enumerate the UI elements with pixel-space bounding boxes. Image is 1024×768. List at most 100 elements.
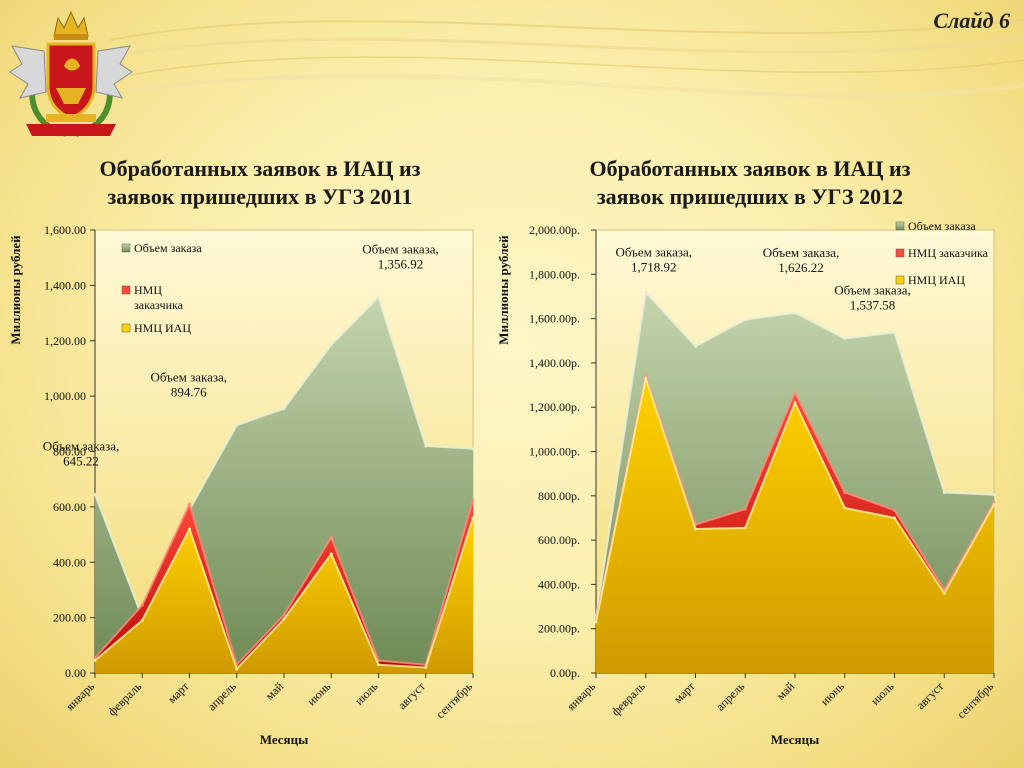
- y-tick-label: 600.00: [53, 500, 86, 514]
- x-tick-label: февраль: [609, 679, 649, 719]
- data-point: [424, 444, 428, 448]
- y-tick-label: 2,000.00р.: [529, 223, 580, 237]
- data-point: [471, 498, 475, 502]
- coat-of-arms-icon: [9, 10, 133, 137]
- data-point: [992, 500, 996, 504]
- x-tick-label: апрель: [713, 679, 748, 714]
- x-tick-label: январь: [564, 679, 598, 713]
- data-label-value: 1,537.58: [850, 297, 896, 312]
- data-point: [471, 447, 475, 451]
- data-label: Объем заказа,: [615, 244, 692, 259]
- data-point: [424, 665, 428, 669]
- data-point: [694, 527, 697, 531]
- data-point: [893, 516, 896, 520]
- y-tick-label: 1,400.00р.: [529, 356, 580, 370]
- data-label: Объем заказа,: [362, 241, 439, 256]
- y-tick-label: 1,200.00: [44, 334, 86, 348]
- legend-item-customer-nmc-swatch: [121, 285, 131, 295]
- data-point: [992, 503, 996, 507]
- x-tick-label: июнь: [818, 679, 848, 709]
- data-point: [282, 407, 286, 411]
- data-point: [893, 508, 896, 512]
- data-label-value: 1,626.22: [778, 260, 824, 275]
- x-axis-title: Месяцы: [260, 732, 308, 747]
- legend-item-iac-nmc-swatch: [121, 323, 131, 333]
- data-point: [843, 337, 847, 341]
- legend-item-iac-nmc: НМЦ ИАЦ: [134, 321, 191, 335]
- data-point: [282, 617, 286, 621]
- y-tick-label: 400.00р.: [538, 577, 580, 591]
- data-label-value: 1,718.92: [631, 259, 677, 274]
- data-point: [282, 613, 286, 617]
- data-point: [93, 656, 97, 660]
- data-point: [471, 516, 475, 520]
- chart-1-title-line2: заявок пришедших в УГЗ 2011: [107, 184, 413, 209]
- legend-item-iac-nmc: НМЦ ИАЦ: [908, 273, 965, 287]
- data-point: [942, 591, 946, 595]
- data-point: [188, 527, 191, 531]
- data-point: [743, 526, 747, 530]
- data-point: [377, 295, 380, 299]
- data-label: Объем заказа,: [834, 282, 911, 297]
- y-tick-label: 1,400.00: [44, 278, 86, 292]
- chart-2-title: Обработанных заявок в ИАЦ из заявок приш…: [500, 155, 1000, 211]
- data-label: Объем заказа,: [43, 438, 120, 453]
- data-point: [329, 552, 333, 556]
- chart-2-title-line1: Обработанных заявок в ИАЦ из: [589, 156, 911, 181]
- slide-label: Слайд 6: [933, 8, 1010, 33]
- y-tick-label: 1,600.00: [44, 223, 86, 237]
- legend-item-order-volume: Объем заказа: [908, 219, 976, 233]
- data-point: [377, 663, 380, 667]
- y-tick-label: 0.00: [65, 666, 86, 680]
- y-tick-label: 400.00: [53, 555, 86, 569]
- data-point: [694, 344, 697, 348]
- series-area-iac-nmc: [596, 378, 994, 673]
- x-tick-label: август: [914, 679, 947, 712]
- series-area-iac-nmc: [95, 517, 473, 673]
- data-point: [743, 318, 747, 322]
- y-tick-label: 200.00: [53, 611, 86, 625]
- legend-item-customer-nmc-swatch: [895, 248, 905, 258]
- data-point: [235, 667, 239, 671]
- data-point: [793, 401, 797, 405]
- x-tick-label: май: [774, 679, 798, 703]
- data-point: [893, 330, 896, 334]
- data-point: [644, 376, 648, 380]
- legend-item-iac-nmc-swatch: [895, 275, 905, 285]
- data-point: [942, 490, 946, 494]
- x-tick-label: март: [671, 679, 698, 706]
- data-label-value: 645.22: [63, 453, 99, 468]
- legend-item-order-volume-swatch: [895, 221, 905, 231]
- x-axis-title: Месяцы: [771, 732, 819, 747]
- chart-1-title-line1: Обработанных заявок в ИАЦ из: [99, 156, 421, 181]
- data-point: [594, 620, 598, 624]
- y-tick-label: 0.00р.: [550, 666, 580, 680]
- y-tick-label: 1,000.00р.: [529, 445, 580, 459]
- y-tick-label: 1,200.00р.: [529, 400, 580, 414]
- chart-2-title-line2: заявок пришедших в УГЗ 2012: [596, 184, 904, 209]
- data-label-value: 894.76: [171, 384, 207, 399]
- legend-item-customer-nmc: НМЦ: [134, 283, 162, 297]
- data-label-value: 1,356.92: [378, 256, 424, 271]
- y-tick-label: 1,800.00р.: [529, 267, 580, 281]
- data-point: [93, 659, 97, 663]
- data-point: [843, 506, 847, 510]
- x-tick-label: сентябрь: [954, 679, 996, 721]
- legend-item-customer-nmc-cont: заказчика: [134, 298, 184, 312]
- data-point: [329, 343, 333, 347]
- data-label: Объем заказа,: [150, 369, 227, 384]
- data-point: [188, 502, 191, 506]
- legend-item-customer-nmc: НМЦ заказчика: [908, 246, 989, 260]
- y-tick-label: 800.00р.: [538, 489, 580, 503]
- chart-1-title: Обработанных заявок в ИАЦ из заявок приш…: [10, 155, 510, 211]
- legend-item-order-volume-swatch: [121, 243, 131, 253]
- y-tick-label: 600.00р.: [538, 533, 580, 547]
- data-label: Объем заказа,: [763, 245, 840, 260]
- data-point: [793, 391, 797, 395]
- legend-item-order-volume: Объем заказа: [134, 241, 202, 255]
- y-axis-title: Миллионы рублей: [496, 235, 511, 345]
- background-swoosh: [99, 19, 1024, 99]
- data-point: [140, 603, 144, 607]
